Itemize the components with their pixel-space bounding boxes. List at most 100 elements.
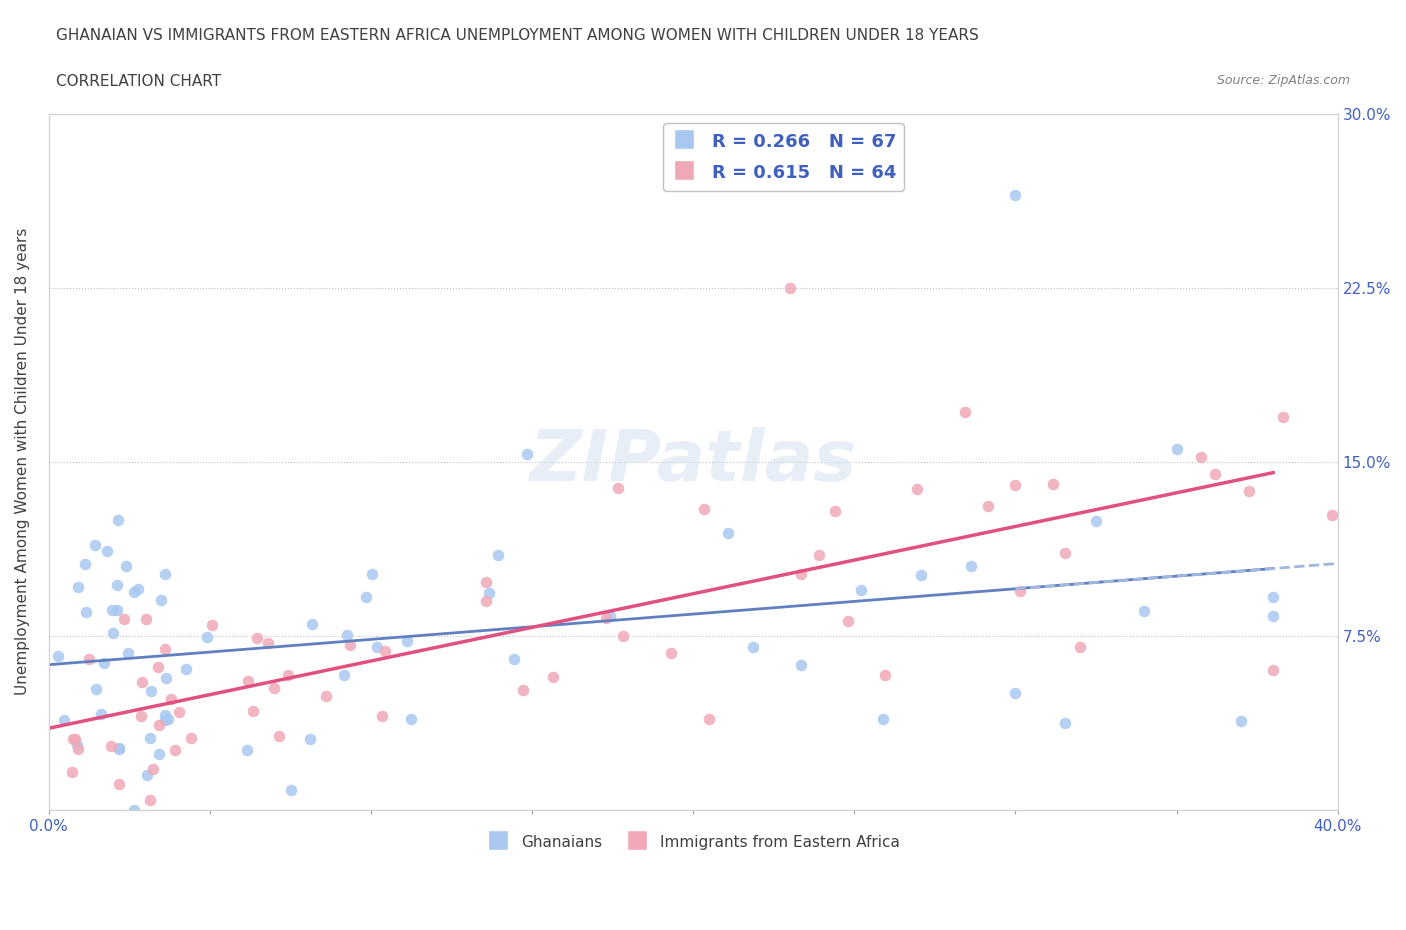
Point: [108, 777, 131, 791]
Point: [332, 667, 354, 682]
Point: [872, 711, 894, 726]
Point: [75, 604, 97, 619]
Point: [84, 682, 107, 697]
Point: [301, 617, 323, 631]
Point: [105, 603, 128, 618]
Point: [717, 525, 740, 540]
Point: [131, 674, 153, 689]
Point: [100, 738, 122, 753]
Y-axis label: Unemployment Among Women with Children Under 18 years: Unemployment Among Women with Children U…: [15, 228, 30, 696]
Point: [1004, 188, 1026, 203]
Point: [127, 582, 149, 597]
Point: [1237, 484, 1260, 498]
Point: [1166, 442, 1188, 457]
Point: [75, 556, 97, 571]
Point: [107, 512, 129, 527]
Text: Source: ZipAtlas.com: Source: ZipAtlas.com: [1216, 74, 1350, 87]
Point: [779, 281, 801, 296]
Point: [277, 668, 299, 683]
Point: [976, 498, 998, 513]
Point: [257, 635, 280, 650]
Point: [148, 717, 170, 732]
Point: [124, 802, 146, 817]
Point: [107, 742, 129, 757]
Point: [1320, 508, 1343, 523]
Text: GHANAIAN VS IMMIGRANTS FROM EASTERN AFRICA UNEMPLOYMENT AMONG WOMEN WITH CHILDRE: GHANAIAN VS IMMIGRANTS FROM EASTERN AFRI…: [56, 28, 979, 43]
Point: [160, 692, 183, 707]
Point: [396, 633, 419, 648]
Point: [136, 767, 159, 782]
Point: [790, 566, 813, 581]
Point: [599, 608, 621, 623]
Point: [742, 640, 765, 655]
Point: [52, 712, 75, 727]
Point: [699, 711, 721, 726]
Point: [138, 792, 160, 807]
Point: [63, 732, 86, 747]
Point: [163, 743, 186, 758]
Point: [399, 711, 422, 726]
Point: [595, 610, 617, 625]
Point: [1263, 663, 1285, 678]
Point: [849, 582, 872, 597]
Point: [873, 667, 896, 682]
Point: [62, 731, 84, 746]
Point: [236, 743, 259, 758]
Point: [83, 538, 105, 552]
Point: [1381, 326, 1403, 340]
Point: [824, 503, 846, 518]
Point: [48, 648, 70, 663]
Point: [155, 712, 177, 727]
Point: [955, 405, 977, 419]
Point: [366, 640, 388, 655]
Legend: Ghanaians, Immigrants from Eastern Africa: Ghanaians, Immigrants from Eastern Afric…: [479, 827, 907, 857]
Point: [156, 711, 179, 726]
Point: [837, 614, 859, 629]
Point: [148, 747, 170, 762]
Point: [242, 704, 264, 719]
Point: [155, 671, 177, 685]
Point: [236, 673, 259, 688]
Point: [790, 658, 813, 672]
Point: [475, 593, 498, 608]
Point: [67, 580, 90, 595]
Point: [117, 645, 139, 660]
Point: [315, 688, 337, 703]
Point: [607, 480, 630, 495]
Point: [808, 547, 831, 562]
Point: [1053, 716, 1076, 731]
Point: [115, 559, 138, 574]
Point: [201, 618, 224, 632]
Point: [1053, 546, 1076, 561]
Point: [354, 590, 377, 604]
Point: [96, 543, 118, 558]
Point: [112, 612, 135, 627]
Point: [612, 629, 634, 644]
Point: [1204, 466, 1226, 481]
Point: [1008, 583, 1031, 598]
Point: [371, 708, 394, 723]
Text: ZIPatlas: ZIPatlas: [530, 427, 856, 497]
Point: [960, 558, 983, 573]
Point: [77, 652, 100, 667]
Point: [503, 651, 526, 666]
Point: [541, 670, 564, 684]
Point: [139, 731, 162, 746]
Point: [142, 762, 165, 777]
Point: [108, 741, 131, 756]
Point: [1263, 609, 1285, 624]
Point: [129, 709, 152, 724]
Point: [263, 681, 285, 696]
Point: [486, 547, 509, 562]
Point: [1004, 477, 1026, 492]
Point: [1042, 477, 1064, 492]
Point: [661, 645, 683, 660]
Point: [360, 567, 382, 582]
Point: [1378, 464, 1400, 479]
Point: [135, 612, 157, 627]
Point: [101, 602, 124, 617]
Point: [155, 641, 177, 656]
Point: [1230, 714, 1253, 729]
Text: CORRELATION CHART: CORRELATION CHART: [56, 74, 221, 89]
Point: [195, 630, 218, 644]
